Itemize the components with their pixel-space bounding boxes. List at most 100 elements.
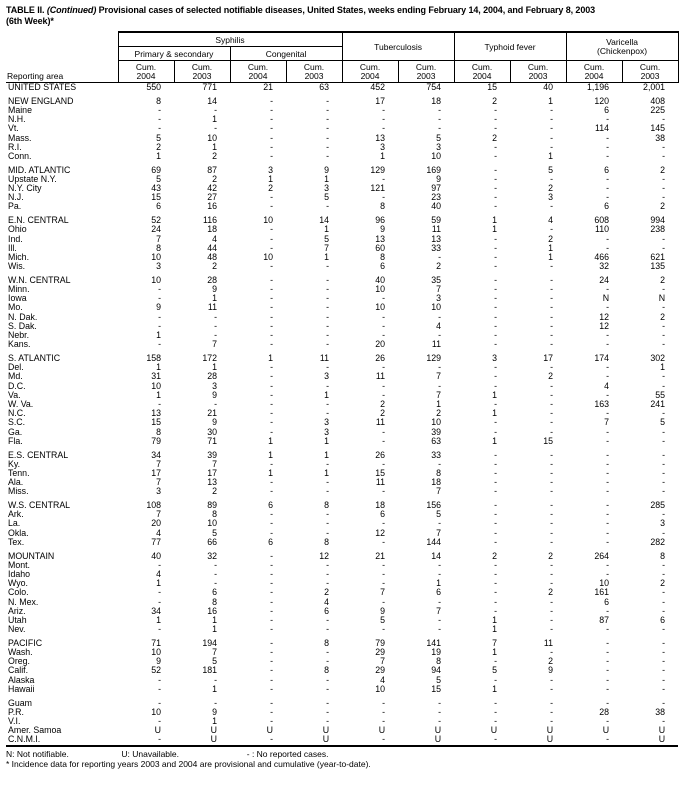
table-row: N.Y. City 43 42 2 3 121 97 - 2 - - bbox=[6, 184, 678, 193]
cell-value: - bbox=[494, 528, 498, 538]
cell-value: 34 bbox=[151, 450, 161, 460]
cell-value: 14 bbox=[431, 551, 442, 561]
header-cum-col-10: Cum. 2003 bbox=[621, 60, 679, 83]
cell-reporting-area: P.R. bbox=[8, 707, 24, 717]
cell-value: - bbox=[550, 133, 554, 143]
cell-reporting-area: S. Dak. bbox=[8, 321, 37, 331]
cell-value: 3 bbox=[436, 294, 442, 304]
cell-value: - bbox=[606, 519, 610, 529]
cell-value: U bbox=[378, 726, 386, 736]
cell-value: 3 bbox=[380, 142, 386, 152]
cell-value: - bbox=[382, 436, 386, 446]
cell-value: 59 bbox=[431, 216, 442, 226]
table-row: Ark. 7 8 - - 6 5 - - - - bbox=[6, 510, 678, 519]
cell-value: 5 bbox=[492, 666, 498, 676]
table-row: MOUNTAIN 40 32 - 12 21 14 2 2 264 8 bbox=[6, 552, 678, 561]
cell-value: - bbox=[494, 381, 498, 391]
cell-value: 156 bbox=[426, 501, 442, 511]
cell-reporting-area: Alaska bbox=[8, 675, 35, 685]
cell-value: - bbox=[382, 193, 386, 203]
cell-value: 11 bbox=[207, 303, 217, 313]
header-reporting-area: Reporting area bbox=[6, 60, 118, 83]
cell-value: 114 bbox=[595, 124, 610, 134]
header-typhoid-fever: Typhoid fever bbox=[453, 31, 567, 61]
cell-value: 2 bbox=[660, 165, 666, 175]
cell-value: 39 bbox=[431, 427, 442, 437]
cell-value: 9 bbox=[380, 606, 386, 616]
cell-reporting-area: S.C. bbox=[8, 418, 26, 428]
cell-value: - bbox=[326, 294, 330, 304]
cell-value: - bbox=[326, 262, 330, 272]
cell-value: - bbox=[606, 151, 610, 161]
cell-reporting-area: Mich. bbox=[8, 252, 30, 262]
cell-value: 1 bbox=[492, 684, 498, 694]
cell-value: - bbox=[382, 115, 386, 125]
cell-value: 71 bbox=[151, 638, 161, 648]
cell-value: 2,001 bbox=[643, 82, 666, 92]
cell-value: 15 bbox=[151, 193, 161, 203]
cell-value: - bbox=[382, 707, 386, 717]
table-row: W.N. CENTRAL 10 28 - - 40 35 - - 24 2 bbox=[6, 276, 678, 285]
cell-reporting-area: W. Va. bbox=[8, 400, 34, 409]
table-row: S.C. 15 9 - 3 11 10 - - 7 5 bbox=[6, 418, 678, 427]
header-varicella: Varicella (Chickenpox) bbox=[565, 31, 679, 61]
table-row: E.S. CENTRAL 34 39 1 1 26 33 - - - - bbox=[6, 451, 678, 460]
cell-value: U bbox=[546, 735, 554, 745]
cell-value: 28 bbox=[207, 275, 217, 285]
cell-value: - bbox=[662, 331, 666, 341]
cell-value: - bbox=[214, 579, 217, 589]
cell-reporting-area: S. ATLANTIC bbox=[8, 353, 61, 363]
cell-value: 1 bbox=[324, 468, 330, 478]
cell-value: - bbox=[214, 331, 217, 341]
cell-value: - bbox=[606, 142, 610, 152]
cell-value: - bbox=[158, 698, 161, 708]
cell-value: 10 bbox=[375, 285, 386, 295]
cell-value: - bbox=[494, 193, 498, 203]
cell-value: 42 bbox=[207, 184, 217, 194]
cell-value: - bbox=[270, 625, 273, 635]
cell-value: 10 bbox=[207, 519, 217, 529]
cell-reporting-area: Nev. bbox=[8, 625, 26, 635]
cell-value: - bbox=[214, 124, 217, 134]
cell-value: 34 bbox=[151, 606, 161, 616]
cell-value: 8 bbox=[380, 252, 386, 262]
header-cum-col-8: Cum. 2003 bbox=[509, 60, 567, 83]
cell-value: 5 bbox=[548, 165, 554, 175]
cell-value: - bbox=[270, 372, 273, 382]
cell-reporting-area: Mont. bbox=[8, 560, 31, 570]
cell-value: 129 bbox=[426, 353, 442, 363]
cell-reporting-area: Wash. bbox=[8, 648, 33, 658]
cell-value: 2 bbox=[660, 202, 666, 212]
table-row: Ariz. 34 16 - 6 9 7 - - - - bbox=[6, 607, 678, 616]
cell-reporting-area: Pa. bbox=[8, 202, 22, 212]
cell-value: 11 bbox=[543, 638, 554, 648]
cell-value: 3 bbox=[156, 262, 161, 272]
cell-value: 10 bbox=[151, 252, 161, 262]
cell-value: 18 bbox=[375, 501, 386, 511]
cell-value: - bbox=[494, 478, 498, 488]
table-row: N.H. - 1 - - - - - - - - bbox=[6, 115, 678, 124]
cell-value: - bbox=[550, 717, 554, 726]
cell-value: - bbox=[662, 459, 666, 469]
table-title: TABLE II. (Continued) Provisional cases … bbox=[6, 5, 678, 27]
cell-value: - bbox=[550, 468, 554, 478]
cell-value: - bbox=[494, 275, 498, 285]
cell-value: - bbox=[662, 151, 666, 161]
cell-value: - bbox=[550, 115, 554, 125]
cell-value: - bbox=[438, 698, 442, 708]
cell-value: - bbox=[550, 321, 554, 331]
cell-value: 40 bbox=[375, 275, 386, 285]
cell-value: 8 bbox=[212, 510, 217, 520]
cell-value: - bbox=[270, 202, 273, 212]
cell-value: 7 bbox=[436, 528, 442, 538]
table-row: C.N.M.I. - U - U - U - U - U bbox=[6, 735, 678, 745]
cell-value: 38 bbox=[655, 133, 666, 143]
cell-value: - bbox=[158, 597, 161, 607]
cell-value: 7 bbox=[156, 459, 161, 469]
cell-value: 3 bbox=[156, 487, 161, 497]
cell-value: - bbox=[326, 275, 330, 285]
cell-reporting-area: Ark. bbox=[8, 510, 24, 520]
cell-value: 2 bbox=[380, 409, 386, 419]
cell-value: 13 bbox=[431, 234, 442, 244]
cell-value: - bbox=[550, 418, 554, 428]
